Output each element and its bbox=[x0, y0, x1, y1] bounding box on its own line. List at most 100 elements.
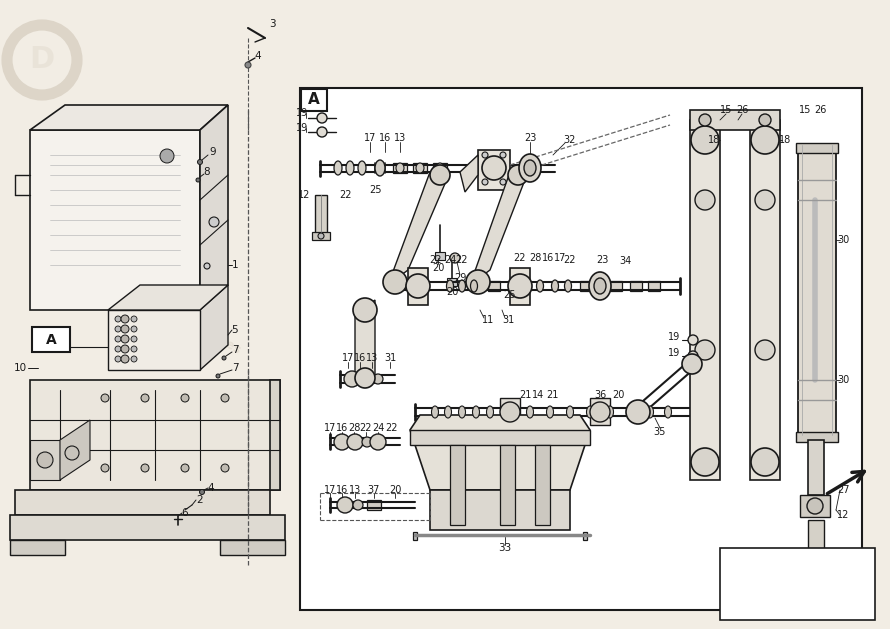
Polygon shape bbox=[478, 150, 510, 190]
Text: 23: 23 bbox=[524, 133, 536, 143]
Ellipse shape bbox=[527, 406, 533, 418]
Text: 27: 27 bbox=[837, 485, 849, 495]
Ellipse shape bbox=[506, 406, 514, 418]
Text: 3: 3 bbox=[269, 19, 275, 29]
Bar bbox=[433, 163, 447, 173]
Text: D: D bbox=[29, 45, 54, 74]
Circle shape bbox=[337, 497, 353, 513]
Bar bbox=[152, 336, 162, 342]
Circle shape bbox=[37, 452, 53, 468]
Ellipse shape bbox=[473, 406, 480, 418]
Bar bbox=[195, 318, 205, 343]
Circle shape bbox=[121, 335, 129, 343]
Polygon shape bbox=[15, 490, 270, 515]
Text: 13: 13 bbox=[349, 485, 361, 495]
Circle shape bbox=[810, 552, 822, 564]
Text: 1082770: 1082770 bbox=[760, 584, 834, 599]
Polygon shape bbox=[460, 155, 478, 192]
Bar bbox=[630, 281, 642, 291]
Circle shape bbox=[482, 179, 488, 185]
Polygon shape bbox=[450, 445, 465, 525]
Text: 柴发动力
Diesel-Engines: 柴发动力 Diesel-Engines bbox=[348, 462, 451, 538]
Text: 33: 33 bbox=[498, 543, 512, 553]
Bar bbox=[796, 432, 838, 442]
Text: 柴发动力
Diesel-Engines: 柴发动力 Diesel-Engines bbox=[28, 442, 132, 518]
Text: 20: 20 bbox=[432, 263, 444, 273]
Bar bbox=[155, 143, 180, 168]
Text: 21: 21 bbox=[546, 390, 558, 400]
Bar bbox=[367, 500, 381, 510]
Ellipse shape bbox=[458, 406, 465, 418]
Circle shape bbox=[450, 253, 460, 263]
Circle shape bbox=[688, 351, 698, 361]
Text: 柴发动力
Diesel-Engines: 柴发动力 Diesel-Engines bbox=[748, 262, 852, 338]
Polygon shape bbox=[500, 398, 520, 425]
Circle shape bbox=[160, 149, 174, 163]
Ellipse shape bbox=[519, 154, 541, 182]
Ellipse shape bbox=[594, 278, 606, 294]
Circle shape bbox=[682, 354, 702, 374]
Polygon shape bbox=[108, 285, 228, 310]
Text: 17: 17 bbox=[364, 133, 376, 143]
Circle shape bbox=[691, 126, 719, 154]
Polygon shape bbox=[30, 440, 60, 480]
Bar bbox=[112, 325, 152, 333]
Circle shape bbox=[755, 190, 775, 210]
Text: 25: 25 bbox=[368, 185, 381, 195]
Text: 37: 37 bbox=[368, 485, 380, 495]
Circle shape bbox=[751, 126, 779, 154]
Circle shape bbox=[115, 336, 121, 342]
Ellipse shape bbox=[524, 160, 536, 176]
Text: 31: 31 bbox=[384, 353, 396, 363]
Polygon shape bbox=[30, 130, 200, 310]
Circle shape bbox=[334, 434, 350, 450]
Text: 31: 31 bbox=[502, 315, 514, 325]
Text: 10: 10 bbox=[13, 363, 27, 373]
Bar bbox=[800, 495, 830, 517]
Text: 34: 34 bbox=[619, 256, 631, 266]
Bar bbox=[45, 140, 185, 280]
Circle shape bbox=[131, 336, 137, 342]
Circle shape bbox=[691, 448, 719, 476]
Bar bbox=[413, 163, 427, 173]
Text: 22: 22 bbox=[563, 255, 576, 265]
Text: 19: 19 bbox=[295, 123, 308, 133]
Circle shape bbox=[221, 464, 229, 472]
Ellipse shape bbox=[346, 161, 354, 175]
Circle shape bbox=[466, 270, 490, 294]
Text: 柴发动力
Diesel-Engines: 柴发动力 Diesel-Engines bbox=[648, 442, 752, 518]
Ellipse shape bbox=[564, 280, 571, 292]
Circle shape bbox=[373, 374, 383, 384]
Bar bbox=[447, 278, 457, 286]
Bar bbox=[32, 327, 70, 352]
Circle shape bbox=[131, 326, 137, 332]
Polygon shape bbox=[108, 310, 200, 370]
Bar bbox=[301, 89, 327, 111]
Ellipse shape bbox=[537, 280, 544, 292]
Circle shape bbox=[216, 374, 220, 378]
Text: 19: 19 bbox=[668, 348, 680, 358]
Circle shape bbox=[590, 402, 610, 422]
Circle shape bbox=[362, 437, 372, 447]
Circle shape bbox=[500, 402, 520, 422]
Text: 13: 13 bbox=[394, 133, 406, 143]
Text: 7: 7 bbox=[231, 345, 239, 355]
Polygon shape bbox=[510, 268, 530, 305]
Polygon shape bbox=[410, 415, 590, 490]
Circle shape bbox=[115, 356, 121, 362]
Circle shape bbox=[699, 114, 711, 126]
Circle shape bbox=[500, 152, 506, 158]
Circle shape bbox=[199, 489, 205, 494]
Ellipse shape bbox=[646, 406, 653, 418]
Text: 15: 15 bbox=[720, 105, 732, 115]
Circle shape bbox=[482, 156, 506, 180]
Circle shape bbox=[121, 325, 129, 333]
Text: 13: 13 bbox=[366, 353, 378, 363]
Polygon shape bbox=[690, 120, 720, 480]
Text: 12: 12 bbox=[297, 190, 310, 200]
Text: 柴发动力
Diesel-Engines: 柴发动力 Diesel-Engines bbox=[399, 122, 502, 198]
Circle shape bbox=[430, 165, 450, 185]
Bar bbox=[808, 440, 824, 495]
Polygon shape bbox=[30, 380, 280, 490]
Text: 22: 22 bbox=[456, 255, 468, 265]
